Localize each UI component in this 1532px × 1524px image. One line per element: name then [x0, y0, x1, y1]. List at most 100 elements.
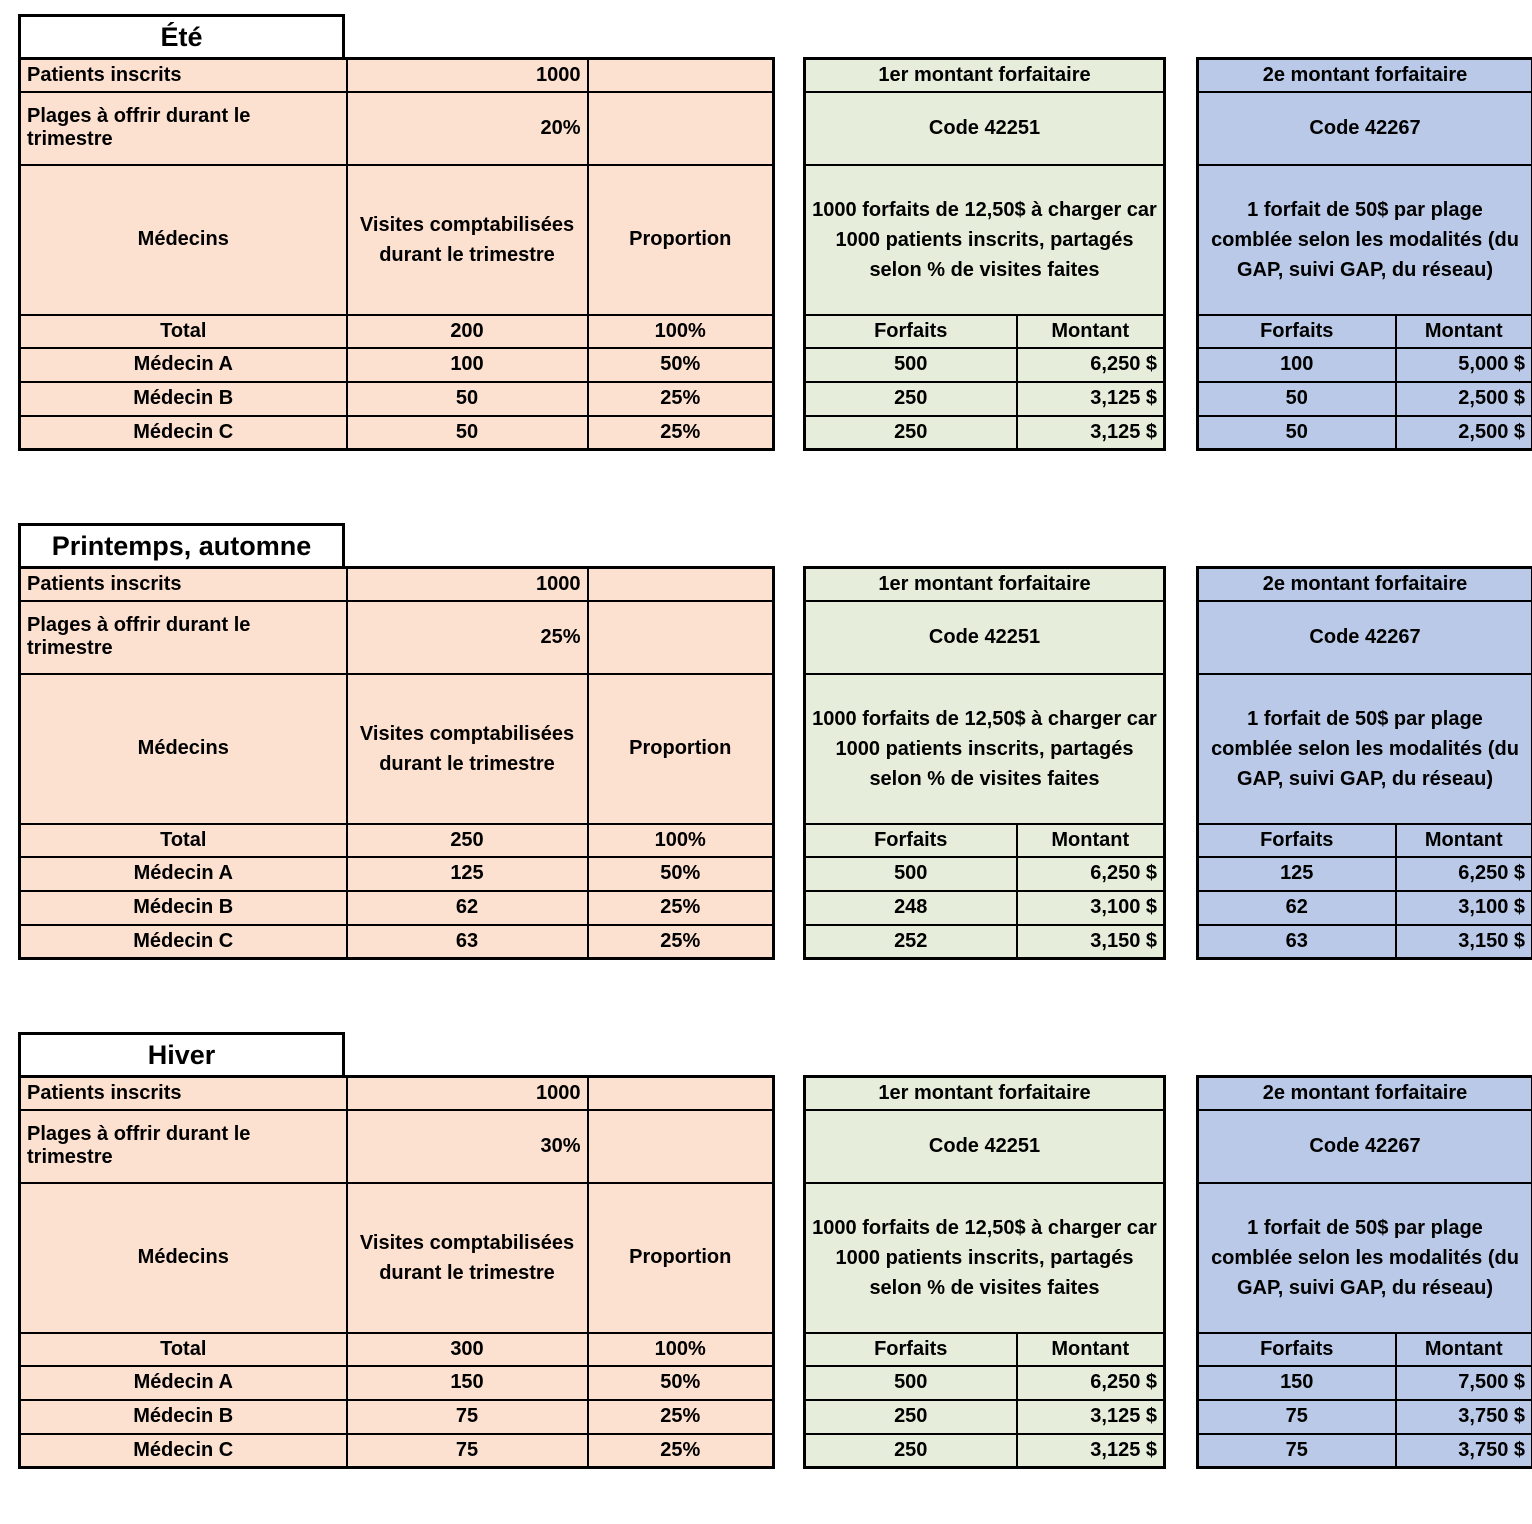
forfait2-data-row: 125 6,250 $ — [1196, 855, 1532, 892]
medecin-name: Médecin B — [18, 889, 348, 926]
montant-value: 3,750 $ — [1394, 1432, 1532, 1469]
total-label: Total — [18, 822, 348, 858]
medecin-visites: 75 — [345, 1398, 589, 1435]
forfait1-desc: 1000 forfaits de 12,50$ à charger car 10… — [803, 1181, 1166, 1334]
medecin-name: Médecin B — [18, 380, 348, 417]
medecin-proportion: 25% — [586, 923, 775, 960]
forfait1-colheader-row: Forfaits Montant — [803, 1331, 1166, 1367]
medecin-visites: 100 — [345, 346, 589, 383]
total-visites: 300 — [345, 1331, 589, 1367]
total-label: Total — [18, 1331, 348, 1367]
proportion-header: Proportion — [586, 672, 775, 825]
montant-value: 6,250 $ — [1015, 855, 1166, 892]
forfait1-data-row: 500 6,250 $ — [803, 1364, 1166, 1401]
forfait2-code-row: Code 42267 — [1196, 90, 1532, 166]
forfait2-header: 2e montant forfaitaire — [1196, 1075, 1532, 1111]
columns-header-row: Médecins Visites comptabilisées durant l… — [18, 672, 775, 825]
proportion-header: Proportion — [586, 1181, 775, 1334]
empty-cell — [586, 599, 775, 675]
proportion-header: Proportion — [586, 163, 775, 316]
forfaits-value: 63 — [1196, 923, 1397, 960]
forfait1-desc-row: 1000 forfaits de 12,50$ à charger car 10… — [803, 1181, 1166, 1334]
forfait2-table: 2e montant forfaitaire Code 42267 1 forf… — [1196, 57, 1532, 451]
medecin-proportion: 50% — [586, 1364, 775, 1401]
plages-label: Plages à offrir durant le trimestre — [18, 90, 348, 166]
montant-value: 3,125 $ — [1015, 380, 1166, 417]
forfait1-data-row: 250 3,125 $ — [803, 380, 1166, 417]
medecin-name: Médecin A — [18, 346, 348, 383]
total-visites: 250 — [345, 822, 589, 858]
season-title: Printemps, automne — [18, 523, 345, 569]
forfait2-code: Code 42267 — [1196, 599, 1532, 675]
forfaits-value: 75 — [1196, 1398, 1397, 1435]
forfait2-data-row: 150 7,500 $ — [1196, 1364, 1532, 1401]
season-tables-row: Patients inscrits 1000 Plages à offrir d… — [18, 566, 1532, 960]
forfait2-data-row: 62 3,100 $ — [1196, 889, 1532, 926]
medecin-visites: 62 — [345, 889, 589, 926]
forfait1-table: 1er montant forfaitaire Code 42251 1000 … — [803, 566, 1166, 960]
forfaits-value: 500 — [803, 1364, 1018, 1401]
season-tables-row: Patients inscrits 1000 Plages à offrir d… — [18, 1075, 1532, 1469]
medecin-name: Médecin C — [18, 414, 348, 451]
plages-value: 25% — [345, 599, 589, 675]
medecin-visites: 63 — [345, 923, 589, 960]
plages-label: Plages à offrir durant le trimestre — [18, 599, 348, 675]
forfaits-value: 500 — [803, 855, 1018, 892]
forfaits-header: Forfaits — [1196, 822, 1397, 858]
patients-value: 1000 — [345, 57, 589, 93]
total-label: Total — [18, 313, 348, 349]
empty-cell — [586, 1108, 775, 1184]
total-proportion: 100% — [586, 313, 775, 349]
forfait1-code-row: Code 42251 — [803, 599, 1166, 675]
forfait1-desc-row: 1000 forfaits de 12,50$ à charger car 10… — [803, 163, 1166, 316]
forfait2-header: 2e montant forfaitaire — [1196, 57, 1532, 93]
montant-header: Montant — [1015, 313, 1166, 349]
forfait1-code: Code 42251 — [803, 1108, 1166, 1184]
forfait1-colheader-row: Forfaits Montant — [803, 313, 1166, 349]
medecin-name: Médecin A — [18, 855, 348, 892]
medecin-proportion: 25% — [586, 889, 775, 926]
forfait1-desc: 1000 forfaits de 12,50$ à charger car 10… — [803, 672, 1166, 825]
montant-value: 3,100 $ — [1394, 889, 1532, 926]
medecin-row: Médecin C 75 25% — [18, 1432, 775, 1469]
forfait2-desc: 1 forfait de 50$ par plage comblée selon… — [1196, 1181, 1532, 1334]
total-proportion: 100% — [586, 1331, 775, 1367]
medecin-proportion: 25% — [586, 380, 775, 417]
patients-value: 1000 — [345, 566, 589, 602]
season-block-printemps-automne: Printemps, automne Patients inscrits 100… — [18, 523, 1532, 960]
visites-header: Visites comptabilisées durant le trimest… — [345, 163, 589, 316]
plages-value: 30% — [345, 1108, 589, 1184]
medecin-proportion: 25% — [586, 414, 775, 451]
forfait1-data-row: 250 3,125 $ — [803, 1398, 1166, 1435]
forfait1-colheader-row: Forfaits Montant — [803, 822, 1166, 858]
total-row: Total 200 100% — [18, 313, 775, 349]
medecin-row: Médecin A 100 50% — [18, 346, 775, 383]
season-tables-row: Patients inscrits 1000 Plages à offrir d… — [18, 57, 1532, 451]
forfaits-value: 250 — [803, 414, 1018, 451]
medecin-row: Médecin C 63 25% — [18, 923, 775, 960]
montant-value: 6,250 $ — [1015, 346, 1166, 383]
forfait2-desc-row: 1 forfait de 50$ par plage comblée selon… — [1196, 163, 1532, 316]
visites-header: Visites comptabilisées durant le trimest… — [345, 1181, 589, 1334]
forfait1-data-row: 250 3,125 $ — [803, 1432, 1166, 1469]
medecin-visites: 125 — [345, 855, 589, 892]
forfait2-colheader-row: Forfaits Montant — [1196, 313, 1532, 349]
forfait1-table: 1er montant forfaitaire Code 42251 1000 … — [803, 1075, 1166, 1469]
medecin-proportion: 50% — [586, 346, 775, 383]
montant-value: 3,125 $ — [1015, 1432, 1166, 1469]
medecin-row: Médecin A 150 50% — [18, 1364, 775, 1401]
total-proportion: 100% — [586, 822, 775, 858]
empty-cell — [586, 90, 775, 166]
medecin-row: Médecin B 75 25% — [18, 1398, 775, 1435]
forfaits-value: 75 — [1196, 1432, 1397, 1469]
plages-row: Plages à offrir durant le trimestre 20% — [18, 90, 775, 166]
medecin-name: Médecin B — [18, 1398, 348, 1435]
montant-value: 2,500 $ — [1394, 414, 1532, 451]
montant-header: Montant — [1394, 822, 1532, 858]
montant-value: 2,500 $ — [1394, 380, 1532, 417]
plages-value: 20% — [345, 90, 589, 166]
forfait2-header: 2e montant forfaitaire — [1196, 566, 1532, 602]
montant-value: 3,750 $ — [1394, 1398, 1532, 1435]
forfait1-header-row: 1er montant forfaitaire — [803, 1075, 1166, 1111]
forfait2-header-row: 2e montant forfaitaire — [1196, 566, 1532, 602]
